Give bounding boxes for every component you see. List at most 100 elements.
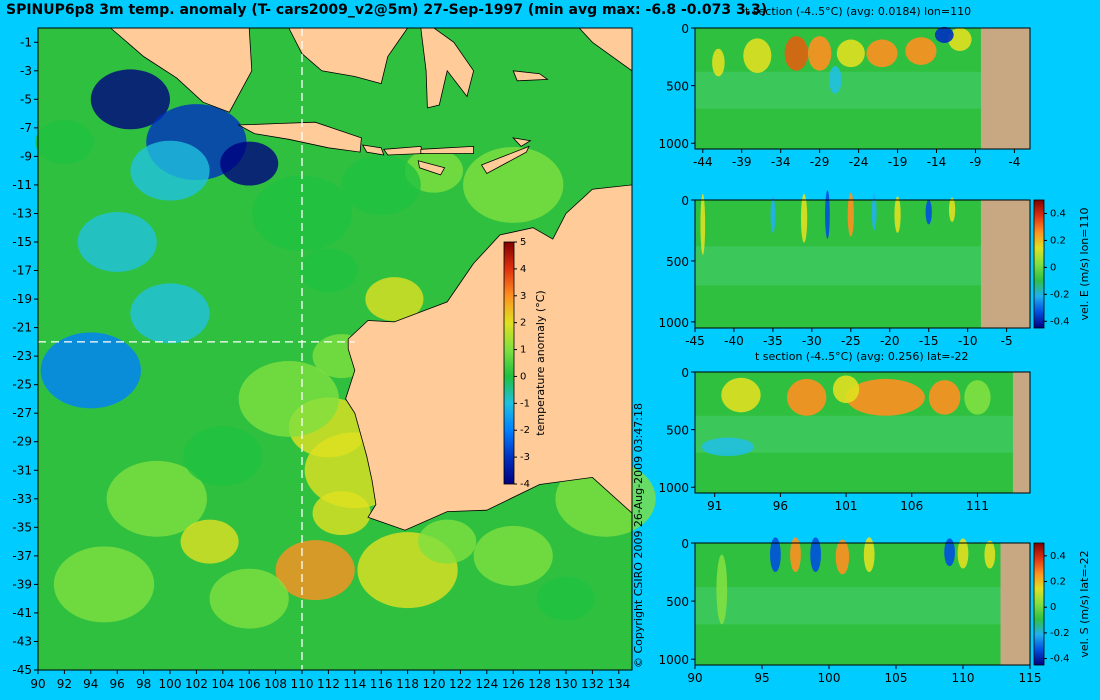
section-x-tick-label: -29 (810, 155, 830, 169)
land-island (417, 160, 446, 176)
velocity-colorbar-label: vel. E (m/s) lon=110 (1078, 208, 1091, 321)
anomaly-patch (180, 519, 239, 564)
y-tick-label: -23 (12, 349, 32, 363)
velocity-east-section-lon110: -45 -40 -35 -30 -25 -20 -15 -10 -5 0 500 1000 0.4 0.2… (658, 190, 1091, 348)
y-tick-label: -45 (12, 663, 32, 677)
section-feature (835, 539, 850, 575)
x-tick-label: 122 (449, 677, 472, 691)
anomaly-patch (220, 141, 279, 186)
temperature-section-lat-22: 91 96 101 106 111 0 500 1000 (658, 366, 1031, 513)
section-y-tick-label: 500 (666, 595, 689, 609)
section-y-tick-label: 1000 (658, 137, 689, 151)
velocity-colorbar-tick-label: -0.2 (1050, 628, 1070, 639)
land-island (288, 27, 409, 85)
section-frame (694, 371, 1031, 494)
x-tick-label: 134 (607, 677, 630, 691)
section-x-tick-label: -40 (724, 334, 744, 348)
section-feature (948, 28, 972, 52)
velocity-colorbar-tick-label: 0.2 (1050, 235, 1066, 246)
panel-1-title: t section (-4..5°C) (avg: 0.0184) lon=11… (745, 5, 972, 18)
section-x-tick-label: -5 (1001, 334, 1013, 348)
x-tick-label: 130 (555, 677, 578, 691)
section-x-tick-label: 105 (885, 671, 908, 685)
colorbar-tick-label: -4 (520, 479, 530, 490)
velocity-colorbar-tick-label: -0.2 (1050, 289, 1070, 300)
temperature-section-lon110: -44 -39 -34 -29 -24 -19 -14 -9 -4 0 500 1000 (658, 22, 1031, 169)
section-feature (984, 540, 996, 569)
colorbar-tick-label: 5 (520, 237, 526, 248)
anomaly-patch (473, 525, 553, 586)
section-y-tick-label: 0 (681, 366, 689, 380)
section-feature (944, 538, 955, 567)
y-tick-label: -21 (12, 321, 32, 335)
section-feature (964, 380, 991, 415)
x-tick-label: 90 (30, 677, 45, 691)
section-land (980, 28, 1030, 149)
y-tick-label: -27 (12, 406, 32, 420)
x-tick-label: 110 (291, 677, 314, 691)
section-x-tick-label: 100 (818, 671, 841, 685)
anomaly-patch (209, 568, 289, 629)
section-feature (925, 200, 932, 225)
y-tick-label: -5 (20, 92, 32, 106)
colorbar-tick-label: 1 (520, 345, 526, 356)
section-y-tick-label: 500 (666, 424, 689, 438)
section-feature (807, 36, 832, 71)
land-island (480, 145, 530, 175)
section-x-tick-label: -9 (969, 155, 981, 169)
section-x-tick-label: 90 (687, 671, 702, 685)
section-feature (770, 196, 776, 233)
x-tick-label: 128 (528, 677, 551, 691)
y-tick-label: -41 (12, 606, 32, 620)
section-y-tick-label: 0 (681, 22, 689, 36)
section-x-tick-label: -45 (685, 334, 705, 348)
colorbar-tick-label: 2 (520, 318, 526, 329)
section-feature (825, 190, 830, 240)
section-feature (800, 193, 808, 243)
velocity-colorbar-label: vel. S (m/s) lat=-22 (1078, 550, 1091, 657)
y-tick-label: -19 (12, 292, 32, 306)
anomaly-patch (418, 519, 477, 564)
y-tick-label: -39 (12, 577, 32, 591)
section-feature (829, 66, 842, 94)
y-tick-label: -17 (12, 264, 32, 278)
section-feature (871, 193, 877, 231)
anomaly-patch (275, 540, 355, 601)
land-island (237, 121, 362, 153)
x-tick-label: 104 (211, 677, 234, 691)
section-land (1012, 372, 1030, 493)
section-feature (928, 380, 961, 415)
section-feature (847, 192, 854, 237)
section-y-tick-label: 1000 (658, 316, 689, 330)
land-island (420, 145, 475, 154)
land-island (420, 27, 475, 109)
anomaly-patch (365, 277, 424, 322)
anomaly-patch (299, 248, 358, 293)
section-x-tick-label: -44 (693, 155, 713, 169)
section-land (980, 200, 1030, 328)
x-tick-label: 116 (370, 677, 393, 691)
section-x-tick-label: 115 (1019, 671, 1042, 685)
temperature-anomaly-map: 90 92 94 96 98 100 102 104 106 108 110 112 114 116 118… (12, 27, 656, 691)
section-feature (894, 196, 901, 233)
section-feature (905, 37, 937, 65)
y-tick-label: -25 (12, 378, 32, 392)
anomaly-patch (53, 546, 155, 623)
colorbar-tick-label: -1 (520, 398, 530, 409)
section-band (695, 246, 1030, 286)
anomaly-patch (35, 120, 94, 165)
y-tick-label: -35 (12, 520, 32, 534)
y-tick-label: -3 (20, 64, 32, 78)
section-feature (716, 554, 728, 625)
land-island (512, 137, 532, 147)
section-x-tick-label: -30 (802, 334, 822, 348)
anomaly-patch (130, 140, 210, 201)
velocity-colorbar-tick-label: 0.4 (1050, 551, 1066, 562)
y-tick-label: -13 (12, 206, 32, 220)
x-tick-label: 126 (502, 677, 525, 691)
x-tick-label: 108 (264, 677, 287, 691)
section-x-tick-label: 110 (952, 671, 975, 685)
section-feature (770, 537, 781, 573)
y-tick-label: -15 (12, 235, 32, 249)
section-feature (701, 437, 755, 457)
